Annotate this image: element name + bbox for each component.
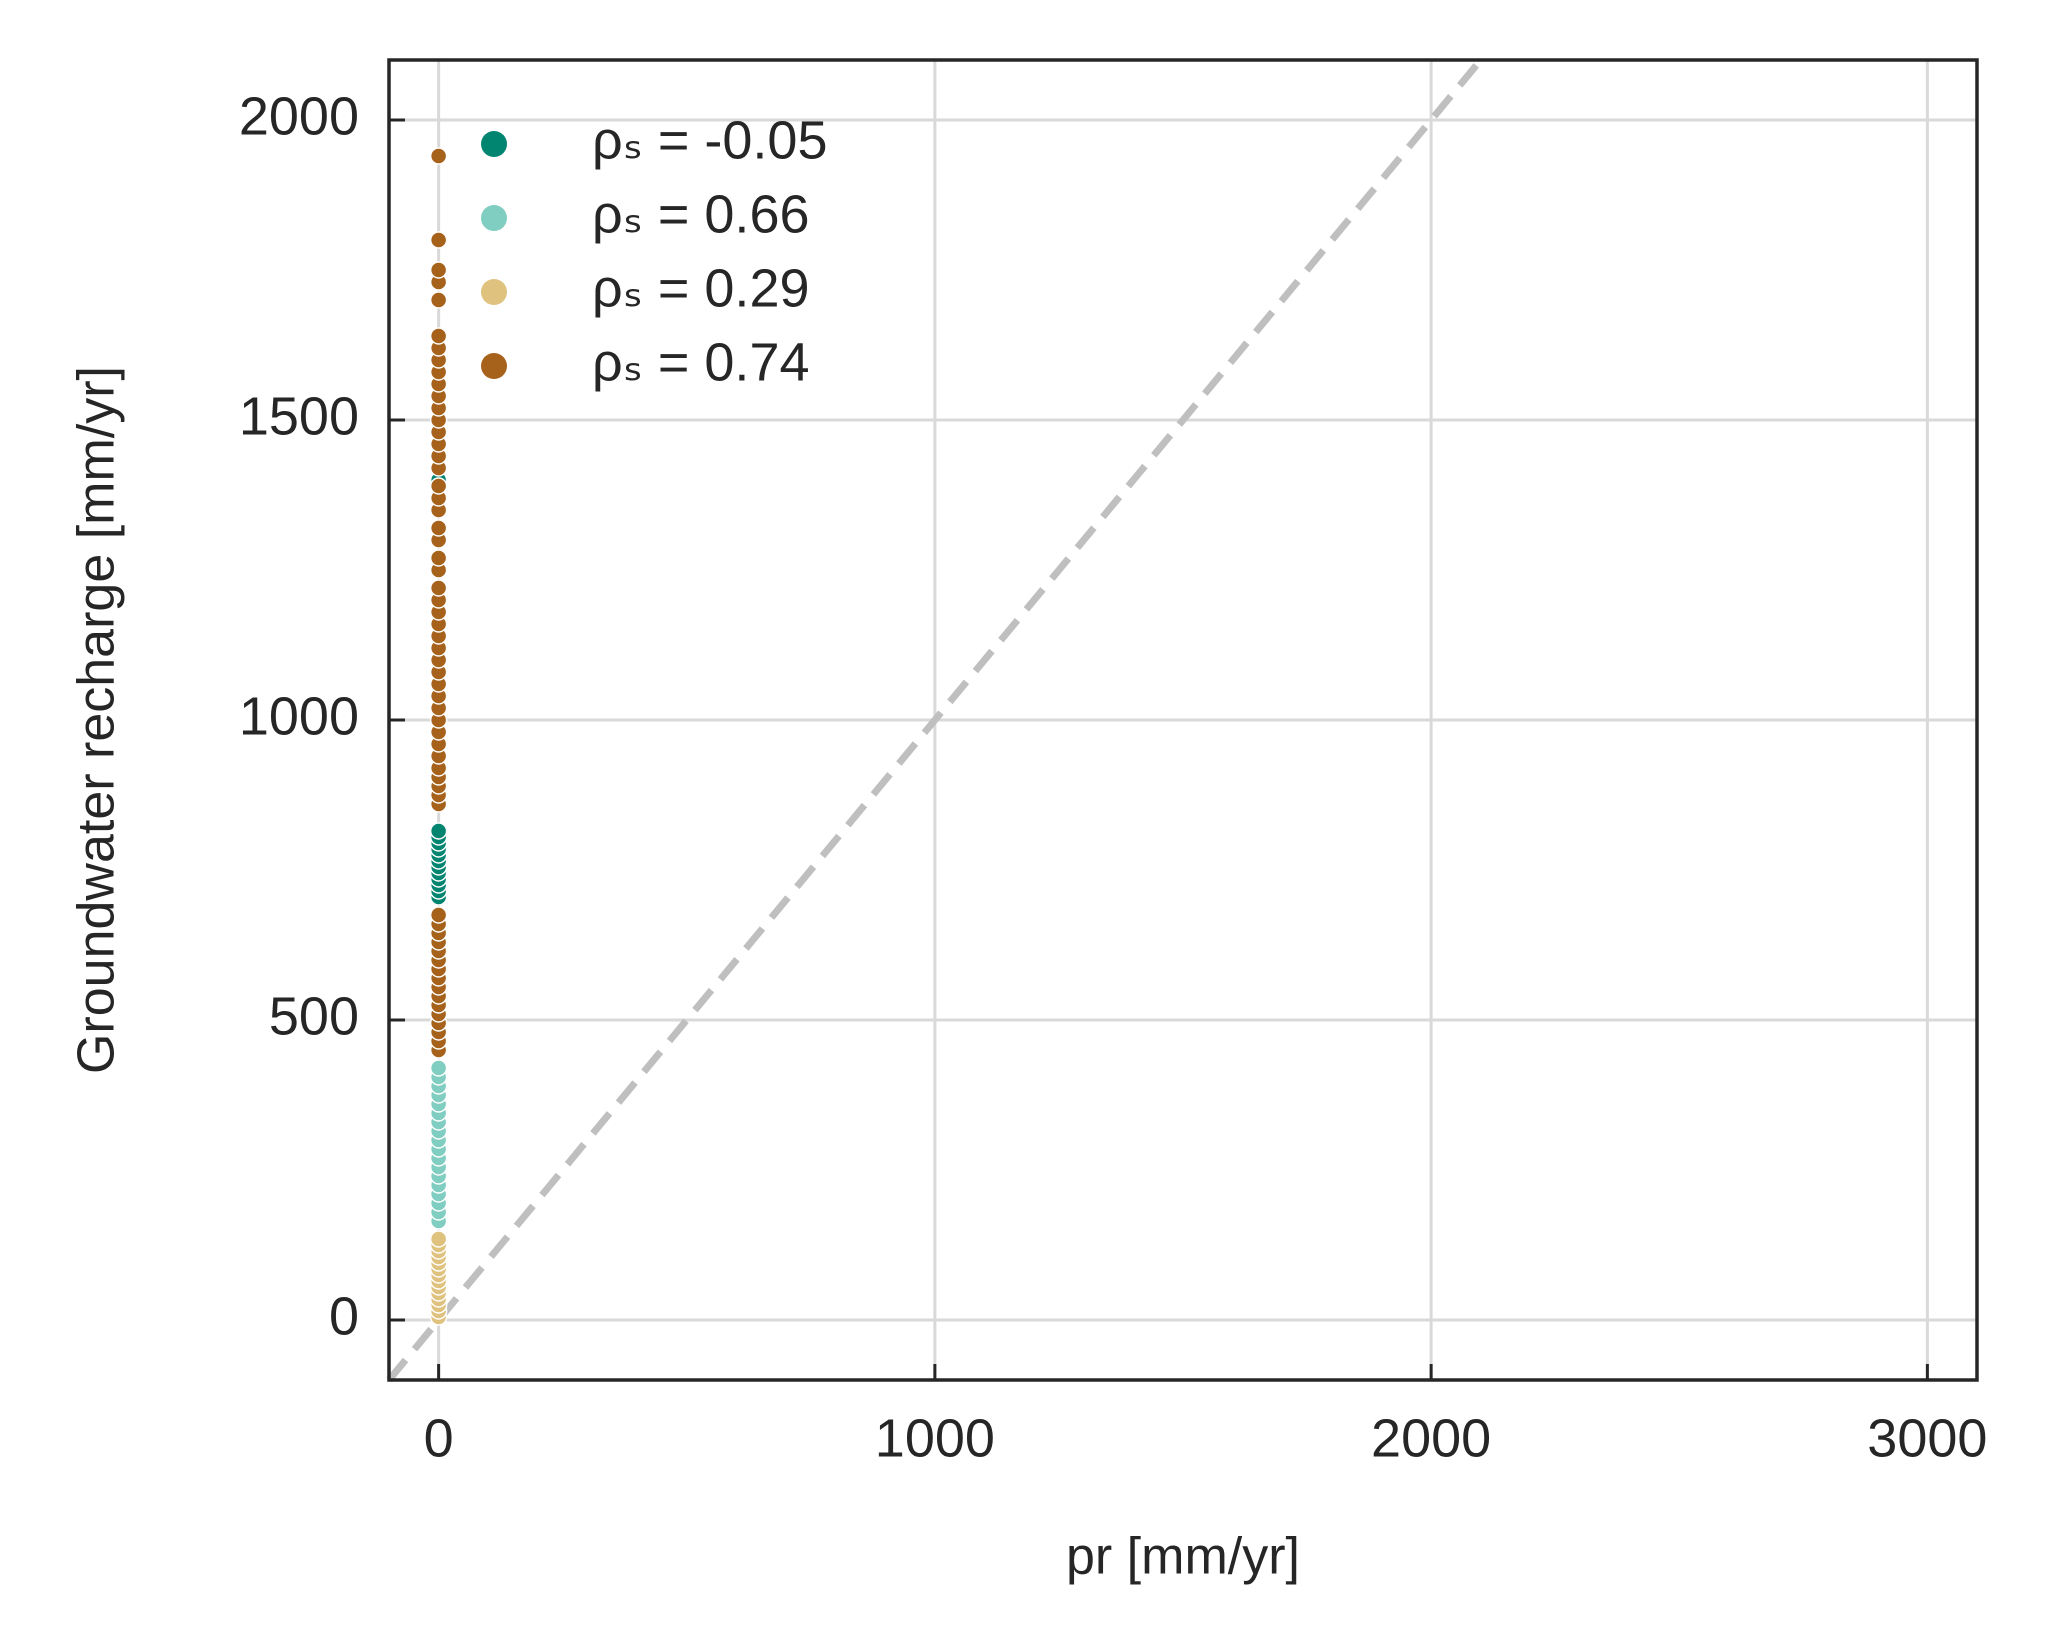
y-tick-label: 0 (329, 1286, 359, 1346)
scatter-point (429, 579, 448, 597)
y-axis-label: Groundwater recharge [mm/yr] (68, 366, 126, 1074)
scatter-point (429, 549, 448, 567)
legend-label: ρₛ = 0.74 (592, 332, 810, 392)
scatter-point (429, 1230, 448, 1248)
scatter-point (429, 906, 448, 924)
y-tick-label: 1000 (239, 686, 359, 746)
legend-marker (481, 131, 507, 157)
x-tick-label: 2000 (1371, 1408, 1491, 1468)
y-tick-label: 2000 (239, 86, 359, 146)
plot-frame (387, 58, 1979, 1382)
scatter-point (429, 1059, 448, 1077)
scatter-point (429, 291, 448, 309)
scatter-point (429, 477, 448, 495)
scatter-point (429, 519, 448, 537)
legend-label: ρₛ = 0.66 (592, 184, 810, 244)
scatter-point (429, 327, 448, 345)
x-tick-label: 3000 (1867, 1408, 1987, 1468)
scatter-point (429, 261, 448, 279)
scatter-point (429, 231, 448, 249)
legend-label: ρₛ = -0.05 (592, 110, 828, 170)
x-axis-label: pr [mm/yr] (1066, 1528, 1300, 1586)
identity-line (386, 57, 1484, 1383)
x-tick-label: 0 (424, 1408, 454, 1468)
legend-marker (481, 279, 507, 305)
y-tick-label: 1500 (239, 386, 359, 446)
legend-marker (481, 353, 507, 379)
x-tick-label: 1000 (875, 1408, 995, 1468)
legend-marker (481, 205, 507, 231)
scatter-point (429, 147, 448, 165)
legend-label: ρₛ = 0.29 (592, 258, 810, 318)
y-tick-label: 500 (269, 986, 359, 1046)
scatter-point (429, 822, 448, 840)
